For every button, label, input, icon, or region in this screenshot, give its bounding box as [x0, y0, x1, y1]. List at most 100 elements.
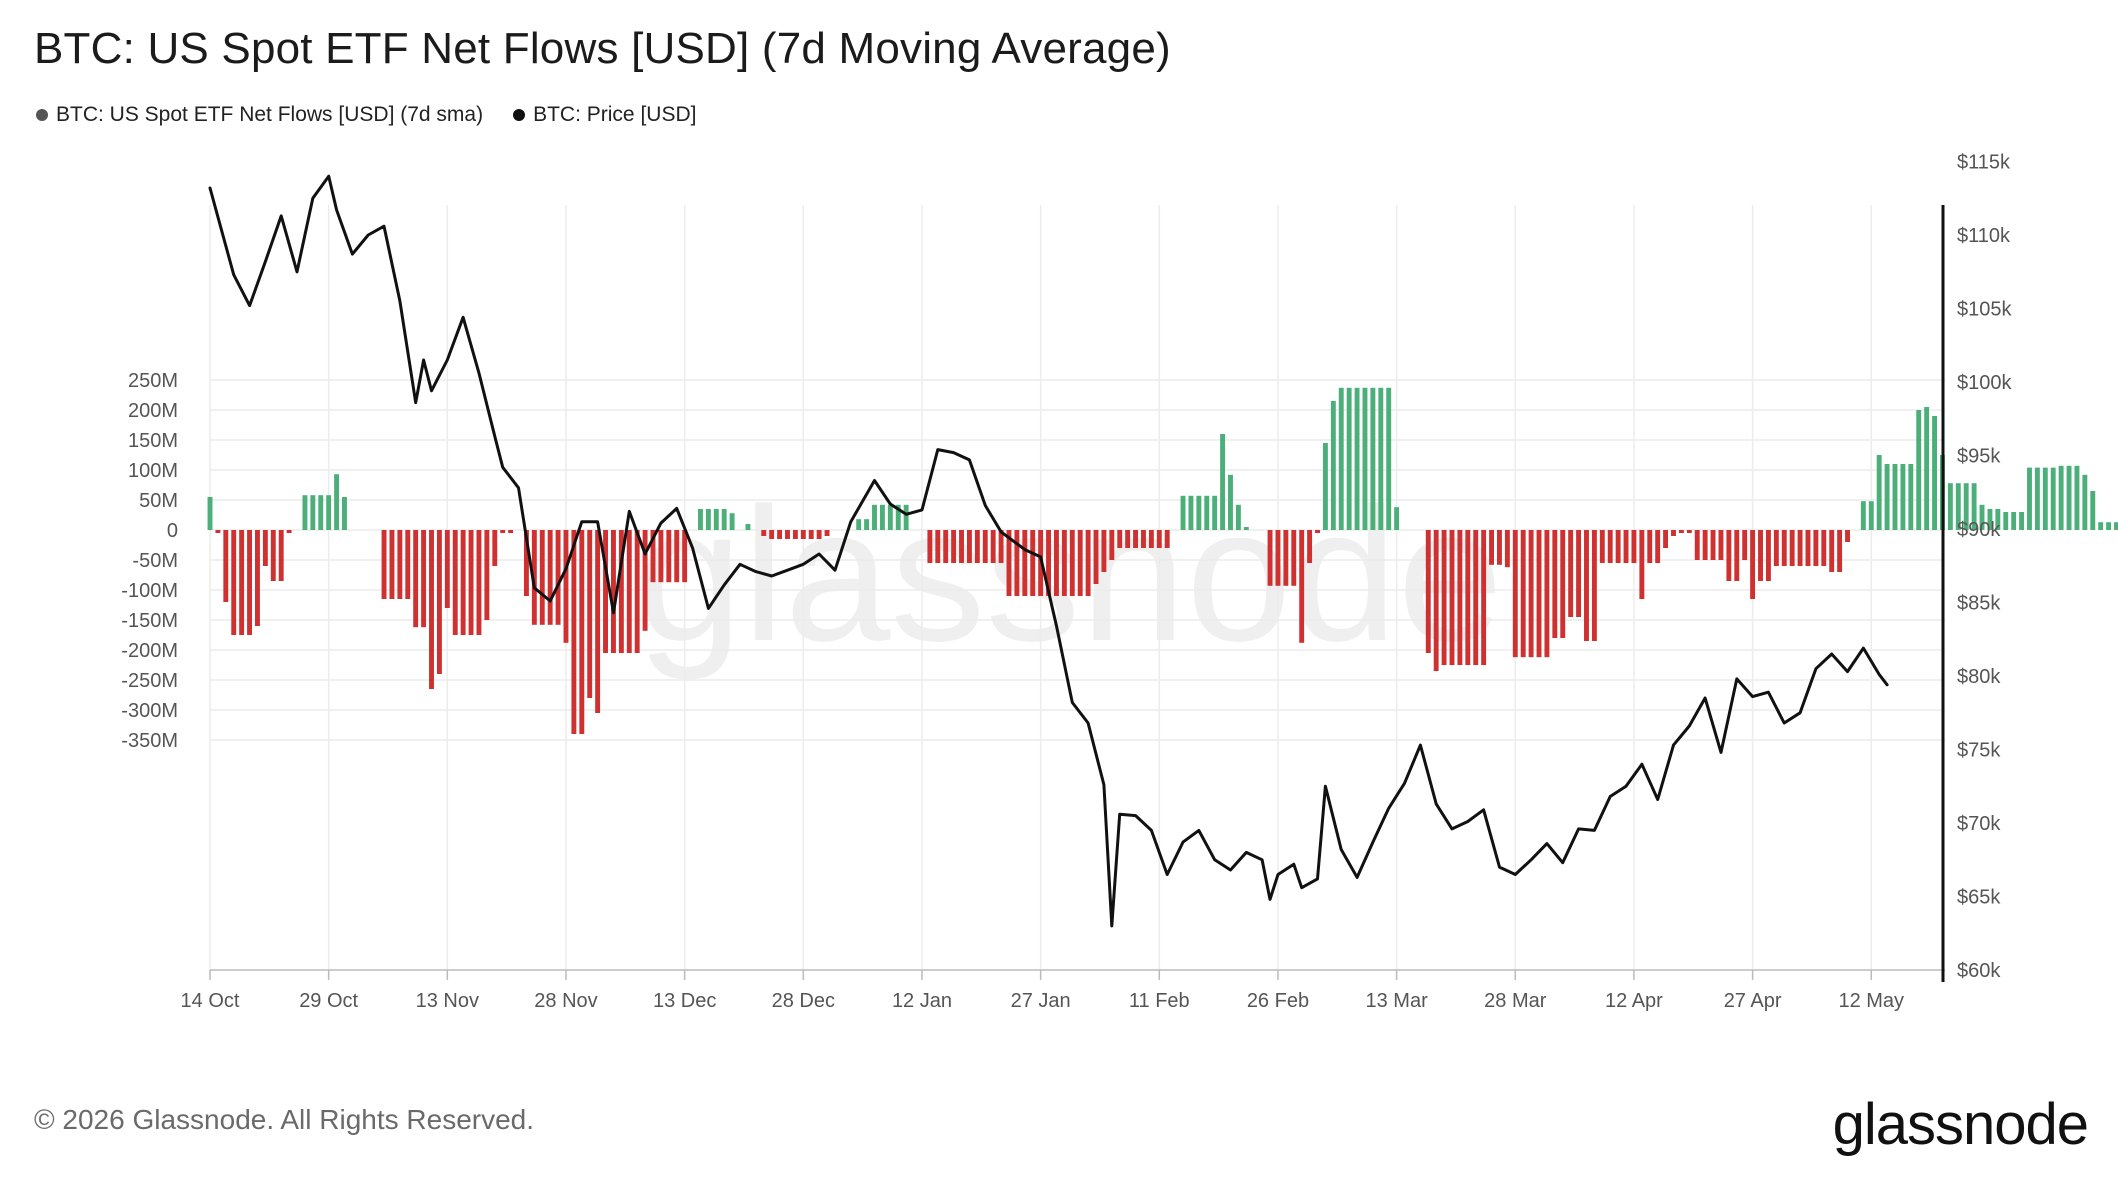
netflow-bar [2066, 465, 2072, 530]
netflow-bar [864, 519, 870, 530]
netflow-bar [1299, 530, 1305, 643]
netflow-bar [650, 530, 656, 583]
netflow-bar [1544, 530, 1550, 658]
x-tick-label: 12 Apr [1605, 990, 1663, 1012]
netflow-bar [808, 530, 814, 539]
netflow-bar [342, 497, 347, 530]
netflow-bar [1220, 434, 1226, 530]
netflow-bar [1845, 530, 1850, 542]
netflow-bar [1797, 530, 1803, 566]
netflow-bar [1971, 483, 1977, 530]
netflow-bar [1046, 530, 1051, 596]
netflow-bar [1117, 530, 1123, 548]
netflow-bar [278, 530, 284, 581]
y-right-tick-label: $60k [1957, 960, 2001, 982]
netflow-bar [1686, 530, 1692, 533]
y-right-tick-label: $105k [1957, 299, 2012, 321]
netflow-bar [1884, 464, 1890, 530]
netflow-bar [1156, 530, 1162, 548]
netflow-bar [2090, 491, 2096, 530]
netflow-bar [943, 530, 949, 563]
netflow-bar [2058, 465, 2064, 530]
netflow-bar [1734, 530, 1740, 581]
netflow-bar [1631, 530, 1637, 563]
y-left-tick-label: -100M [121, 580, 178, 602]
netflow-bar [705, 509, 711, 530]
netflow-bar [1014, 530, 1020, 596]
netflow-bar [587, 530, 593, 698]
glassnode-logo[interactable]: glassnode [1832, 1092, 2089, 1157]
netflow-bar [603, 530, 608, 653]
netflow-bar [539, 530, 545, 625]
netflow-bar [413, 530, 419, 628]
axes: 250M 200M 150M 100M 50M 0 -50M -100M -150M -200M -… [121, 152, 2012, 1013]
netflow-bar [1702, 530, 1708, 560]
y-left-tick-label: 150M [128, 430, 178, 452]
legend-item-price[interactable]: BTC: Price [USD] [513, 103, 696, 127]
netflow-bar [1947, 483, 1953, 530]
netflow-bar [982, 530, 988, 563]
netflow-bar [1750, 530, 1756, 599]
copyright-text: © 2026 Glassnode. All Rights Reserved. [34, 1104, 535, 1135]
netflow-bar [1433, 530, 1439, 671]
netflow-bar [1955, 483, 1961, 530]
netflow-bar [1924, 407, 1930, 530]
netflow-bar [555, 530, 561, 625]
netflow-bar [1876, 455, 1882, 530]
netflow-bar [1932, 416, 1937, 530]
netflow-bar [547, 530, 553, 625]
netflow-bar [1789, 530, 1795, 566]
netflow-bar [2034, 467, 2040, 530]
x-tick-label: 12 Jan [892, 990, 952, 1012]
legend-item-netflows[interactable]: BTC: US Spot ETF Net Flows [USD] (7d sma… [36, 103, 483, 127]
netflow-bar [721, 509, 727, 530]
netflow-bar [508, 530, 514, 533]
netflow-bar [1584, 530, 1589, 641]
netflow-bar [895, 504, 901, 530]
netflow-bar [500, 530, 506, 533]
netflow-bar [1022, 530, 1028, 596]
netflow-bar [1718, 530, 1724, 560]
netflow-bar [1141, 530, 1146, 548]
x-tick-label: 13 Nov [416, 990, 479, 1012]
netflow-bar [951, 530, 957, 563]
y-right-tick-label: $100k [1957, 372, 2012, 394]
netflow-bar [1868, 501, 1874, 530]
netflow-bar [421, 530, 427, 628]
legend-label-price: BTC: Price [USD] [533, 103, 697, 126]
netflow-bar [1291, 530, 1297, 586]
netflow-bar [2011, 512, 2017, 530]
legend-label-netflows: BTC: US Spot ETF Net Flows [USD] (7d sma… [56, 103, 484, 126]
netflow-bar [1829, 530, 1835, 572]
netflow-bar [381, 530, 387, 599]
y-right-tick-label: $115k [1957, 152, 2011, 174]
chart-title: BTC: US Spot ETF Net Flows [USD] (7d Mov… [34, 24, 1171, 73]
netflow-bar [666, 530, 672, 583]
netflow-bar [1061, 530, 1067, 596]
netflow-bar [634, 530, 640, 653]
netflow-bar [1726, 530, 1732, 581]
netflow-bar [792, 530, 798, 539]
netflow-bar [523, 530, 529, 596]
netflow-bar [231, 530, 237, 635]
netflow-bar [239, 530, 245, 635]
netflow-bar [1378, 387, 1384, 530]
netflow-bar [1085, 530, 1091, 596]
netflow-bar [1647, 530, 1653, 563]
netflow-bar [1821, 530, 1827, 566]
netflow-bar [1497, 530, 1502, 565]
netflow-bar [729, 513, 735, 530]
netflow-bar [2114, 522, 2118, 530]
netflow-bar [326, 495, 332, 530]
netflow-bar [611, 530, 616, 653]
netflow-bar [207, 497, 213, 530]
netflow-bar [1196, 495, 1202, 530]
legend-dot-price [513, 109, 526, 121]
netflow-bar [1599, 530, 1605, 563]
netflow-bar [1362, 387, 1368, 530]
netflow-bar [1109, 530, 1115, 560]
netflow-bar [579, 530, 585, 734]
netflow-bar [1354, 387, 1360, 530]
netflow-bar [1125, 530, 1131, 548]
